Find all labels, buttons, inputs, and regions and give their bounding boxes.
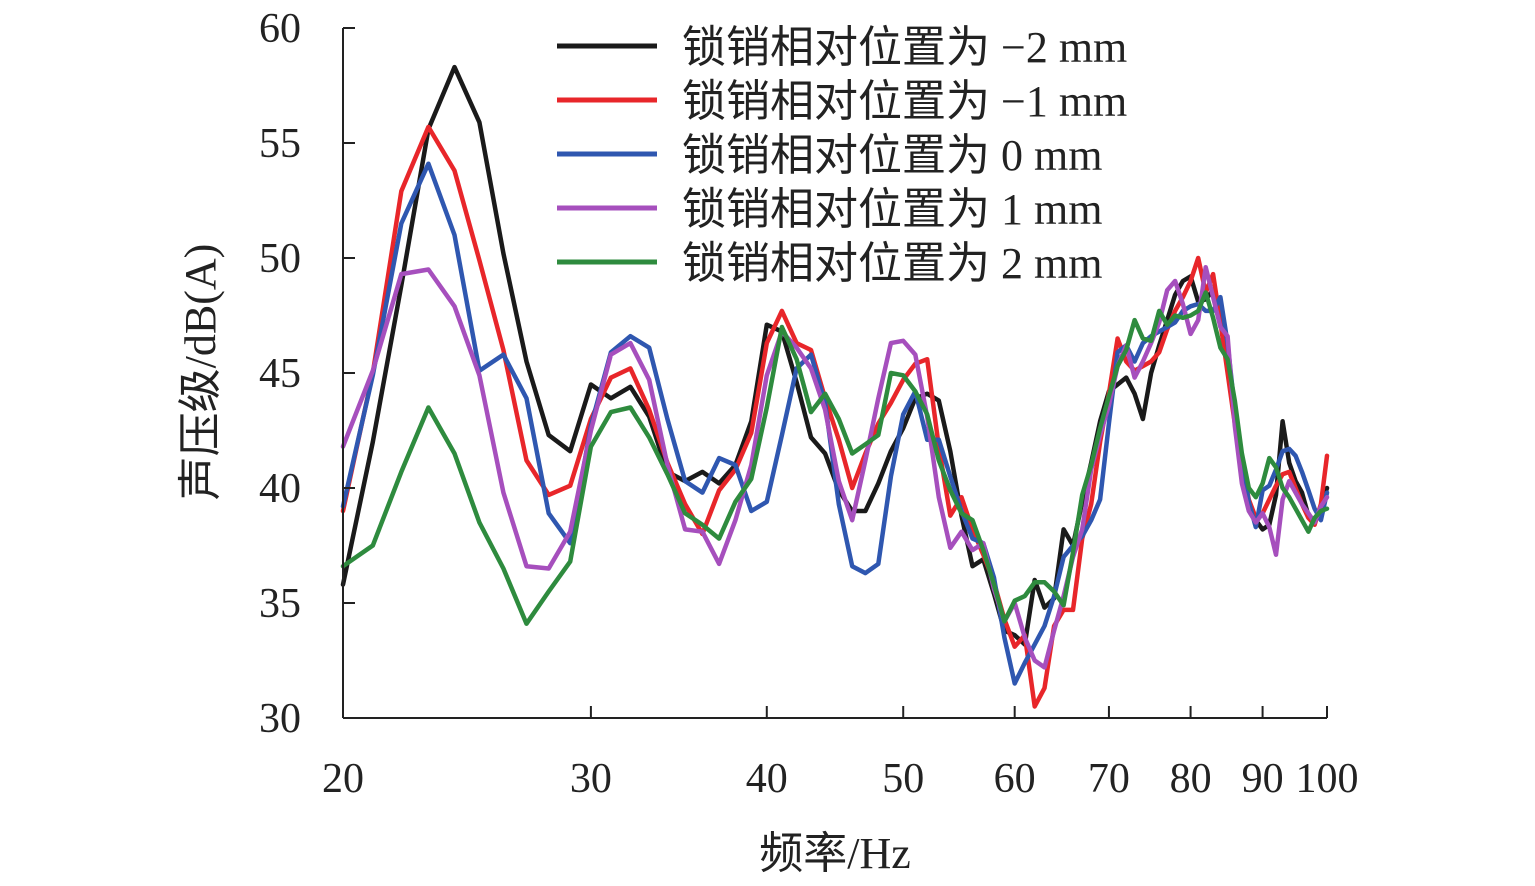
y-tick-label: 55 [259,121,301,167]
x-tick-label: 30 [570,756,612,802]
x-tick-label: 50 [882,756,924,802]
y-tick-label: 35 [259,581,301,627]
y-axis-title: 声压级/dB(A) [176,244,225,501]
x-tick-label: 60 [994,756,1036,802]
y-tick-label: 50 [259,236,301,282]
y-tick-label: 45 [259,351,301,397]
legend-label-2: 锁销相对位置为 −1 mm [682,77,1127,126]
axes [342,27,1328,719]
x-tick-label: 20 [322,756,364,802]
x-tick-label: 90 [1242,756,1284,802]
y-tick-label: 60 [259,6,301,52]
x-tick-label: 100 [1296,756,1359,802]
tick-labels: 30 35 40 45 50 55 60 20 30 40 50 60 70 80 90 100 [259,6,1359,802]
series-line-5 [340,290,1330,626]
x-axis-title: 频率/Hz [759,829,911,878]
y-tick-label: 30 [259,696,301,742]
x-tick-label: 40 [746,756,788,802]
legend-label-3: 锁销相对位置为 0 mm [682,131,1102,180]
series-line-4 [340,264,1330,670]
legend-label-5: 锁销相对位置为 2 mm [682,239,1102,288]
x-tick-label: 70 [1088,756,1130,802]
legend-label-4: 锁销相对位置为 1 mm [682,185,1102,234]
y-tick-label: 40 [259,466,301,512]
legend-label-1: 锁销相对位置为 −2 mm [682,23,1127,72]
series-lines [340,64,1330,709]
legend: 锁销相对位置为 −2 mm 锁销相对位置为 −1 mm 锁销相对位置为 0 mm 锁销… [557,23,1127,288]
x-tick-label: 80 [1170,756,1212,802]
